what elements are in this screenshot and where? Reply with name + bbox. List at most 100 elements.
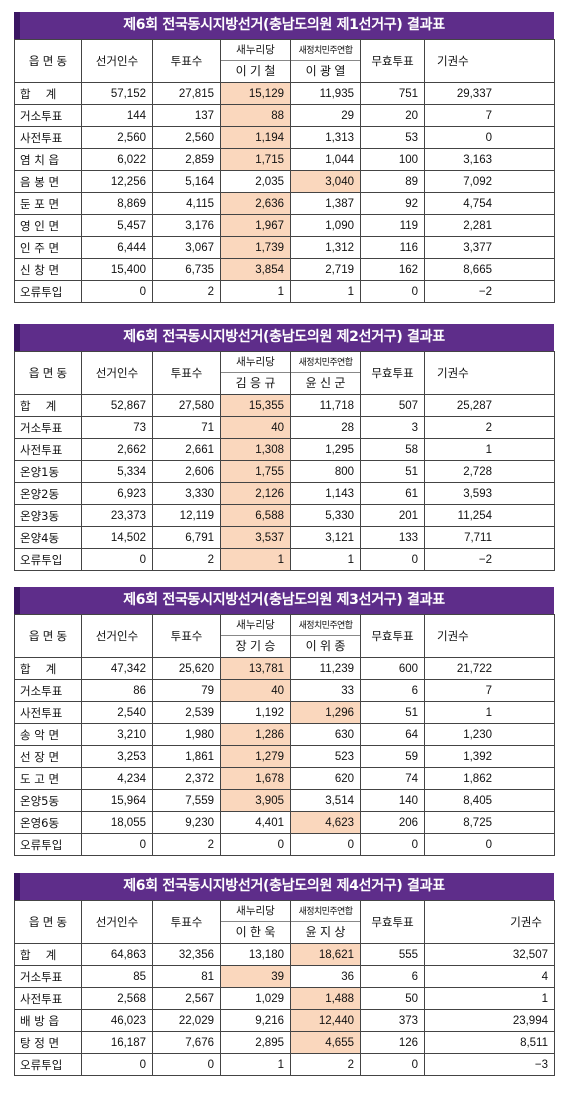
votes-cell: 9,230 [152,811,221,834]
header-invalid: 무효투표 [360,39,425,83]
header-voters: 선거인수 [81,900,153,944]
abstentions-cell: 11,254 [424,504,555,527]
invalid-votes-cell: 20 [360,104,425,127]
table-row: 합 계 57,152 27,815 15,129 11,935 751 29,337 [14,82,555,105]
table-row: 오류투입 0 2 1 1 0 −2 [14,548,555,571]
header-abstain: 기권수 [424,900,555,944]
candidate-1-votes-cell: 1,678 [220,767,291,790]
row-label: 염 치 읍 [14,148,82,171]
voters-cell: 46,023 [81,1009,153,1032]
votes-cell: 2,560 [152,126,221,149]
row-label: 오류투입 [14,280,82,303]
table-row: 사전투표 2,560 2,560 1,194 1,313 53 0 [14,126,555,149]
candidate-1-votes-cell: 88 [220,104,291,127]
row-label: 음 봉 면 [14,170,82,193]
invalid-votes-cell: 751 [360,82,425,105]
header-area: 읍 면 동 [14,351,82,395]
votes-cell: 27,815 [152,82,221,105]
candidate-2-votes-cell: 18,621 [290,943,361,966]
candidate-2-votes-cell: 29 [290,104,361,127]
voters-cell: 3,210 [81,723,153,746]
votes-cell: 3,330 [152,482,221,505]
table-row: 합 계 52,867 27,580 15,355 11,718 507 25,287 [14,394,555,417]
candidate-name: 윤 신 군 [305,376,346,390]
row-label: 합 계 [14,657,82,680]
abstentions-cell: 3,593 [424,482,555,505]
candidate-2-votes-cell: 11,239 [290,657,361,680]
invalid-votes-cell: 119 [360,214,425,237]
candidate-2-votes-cell: 4,655 [290,1031,361,1054]
invalid-votes-cell: 92 [360,192,425,215]
table-header-row: 읍 면 동 선거인수 투표수 새누리당 이 한 욱 새정치민주연합 윤 지 상 무효투표 기권수 [14,900,555,944]
abstentions-cell: 1,862 [424,767,555,790]
table-row: 염 치 읍 6,022 2,859 1,715 1,044 100 3,163 [14,148,555,171]
voters-cell: 0 [81,548,153,571]
candidate-name: 이 위 종 [305,639,346,653]
result-section-3: 제6회 전국동시지방선거(충남도의원 제3선거구) 결과표 읍 면 동 선거인수 투표… [14,587,555,856]
votes-cell: 2,606 [152,460,221,483]
row-label: 신 창 면 [14,258,82,281]
candidate-1-header: 새누리당 이 한 욱 [220,900,291,944]
header-voters: 선거인수 [81,351,153,395]
voters-cell: 5,334 [81,460,153,483]
table-row: 오류투입 0 0 1 2 0 −3 [14,1053,555,1076]
candidate-2-votes-cell: 33 [290,679,361,702]
table-row: 인 주 면 6,444 3,067 1,739 1,312 116 3,377 [14,236,555,259]
party-name: 새누리당 [221,353,290,373]
table-row: 오류투입 0 2 1 1 0 −2 [14,280,555,303]
candidate-2-votes-cell: 3,040 [290,170,361,193]
row-label: 송 악 면 [14,723,82,746]
invalid-votes-cell: 3 [360,416,425,439]
candidate-2-votes-cell: 11,718 [290,394,361,417]
candidate-2-votes-cell: 4,623 [290,811,361,834]
invalid-votes-cell: 51 [360,460,425,483]
votes-cell: 0 [152,1053,221,1076]
votes-cell: 32,356 [152,943,221,966]
abstentions-cell: 7 [424,679,555,702]
row-label: 탕 정 면 [14,1031,82,1054]
results-table: 읍 면 동 선거인수 투표수 새누리당 장 기 승 새정치민주연합 이 위 종 무효투표 기권수… [14,614,555,856]
candidate-2-votes-cell: 1 [290,280,361,303]
abstentions-cell: 8,665 [424,258,555,281]
row-label: 거소투표 [14,965,82,988]
row-label: 거소투표 [14,679,82,702]
candidate-1-votes-cell: 1,194 [220,126,291,149]
voters-cell: 0 [81,280,153,303]
candidate-1-votes-cell: 2,126 [220,482,291,505]
table-row: 거소투표 144 137 88 29 20 7 [14,104,555,127]
candidate-1-votes-cell: 4,401 [220,811,291,834]
voters-cell: 5,457 [81,214,153,237]
candidate-1-votes-cell: 1 [220,280,291,303]
abstentions-cell: 4 [424,965,555,988]
candidate-2-votes-cell: 1,044 [290,148,361,171]
candidate-1-votes-cell: 1,279 [220,745,291,768]
candidate-name: 장 기 승 [235,639,276,653]
party-name: 새정치민주연합 [291,616,360,636]
abstentions-cell: 2,728 [424,460,555,483]
votes-cell: 1,980 [152,723,221,746]
votes-cell: 2,372 [152,767,221,790]
candidate-2-votes-cell: 1,312 [290,236,361,259]
voters-cell: 6,923 [81,482,153,505]
candidate-2-votes-cell: 1 [290,548,361,571]
votes-cell: 2 [152,548,221,571]
invalid-votes-cell: 6 [360,965,425,988]
header-votes: 투표수 [152,351,221,395]
header-invalid: 무효투표 [360,900,425,944]
abstentions-cell: 1,392 [424,745,555,768]
votes-cell: 22,029 [152,1009,221,1032]
table-row: 온영6동 18,055 9,230 4,401 4,623 206 8,725 [14,811,555,834]
votes-cell: 81 [152,965,221,988]
voters-cell: 47,342 [81,657,153,680]
votes-cell: 5,164 [152,170,221,193]
votes-cell: 2 [152,280,221,303]
section-title: 제6회 전국동시지방선거(충남도의원 제3선거구) 결과표 [14,587,554,614]
row-label: 합 계 [14,943,82,966]
votes-cell: 4,115 [152,192,221,215]
candidate-1-header: 새누리당 김 응 규 [220,351,291,395]
abstentions-cell: 4,754 [424,192,555,215]
votes-cell: 71 [152,416,221,439]
votes-cell: 7,559 [152,789,221,812]
invalid-votes-cell: 50 [360,987,425,1010]
